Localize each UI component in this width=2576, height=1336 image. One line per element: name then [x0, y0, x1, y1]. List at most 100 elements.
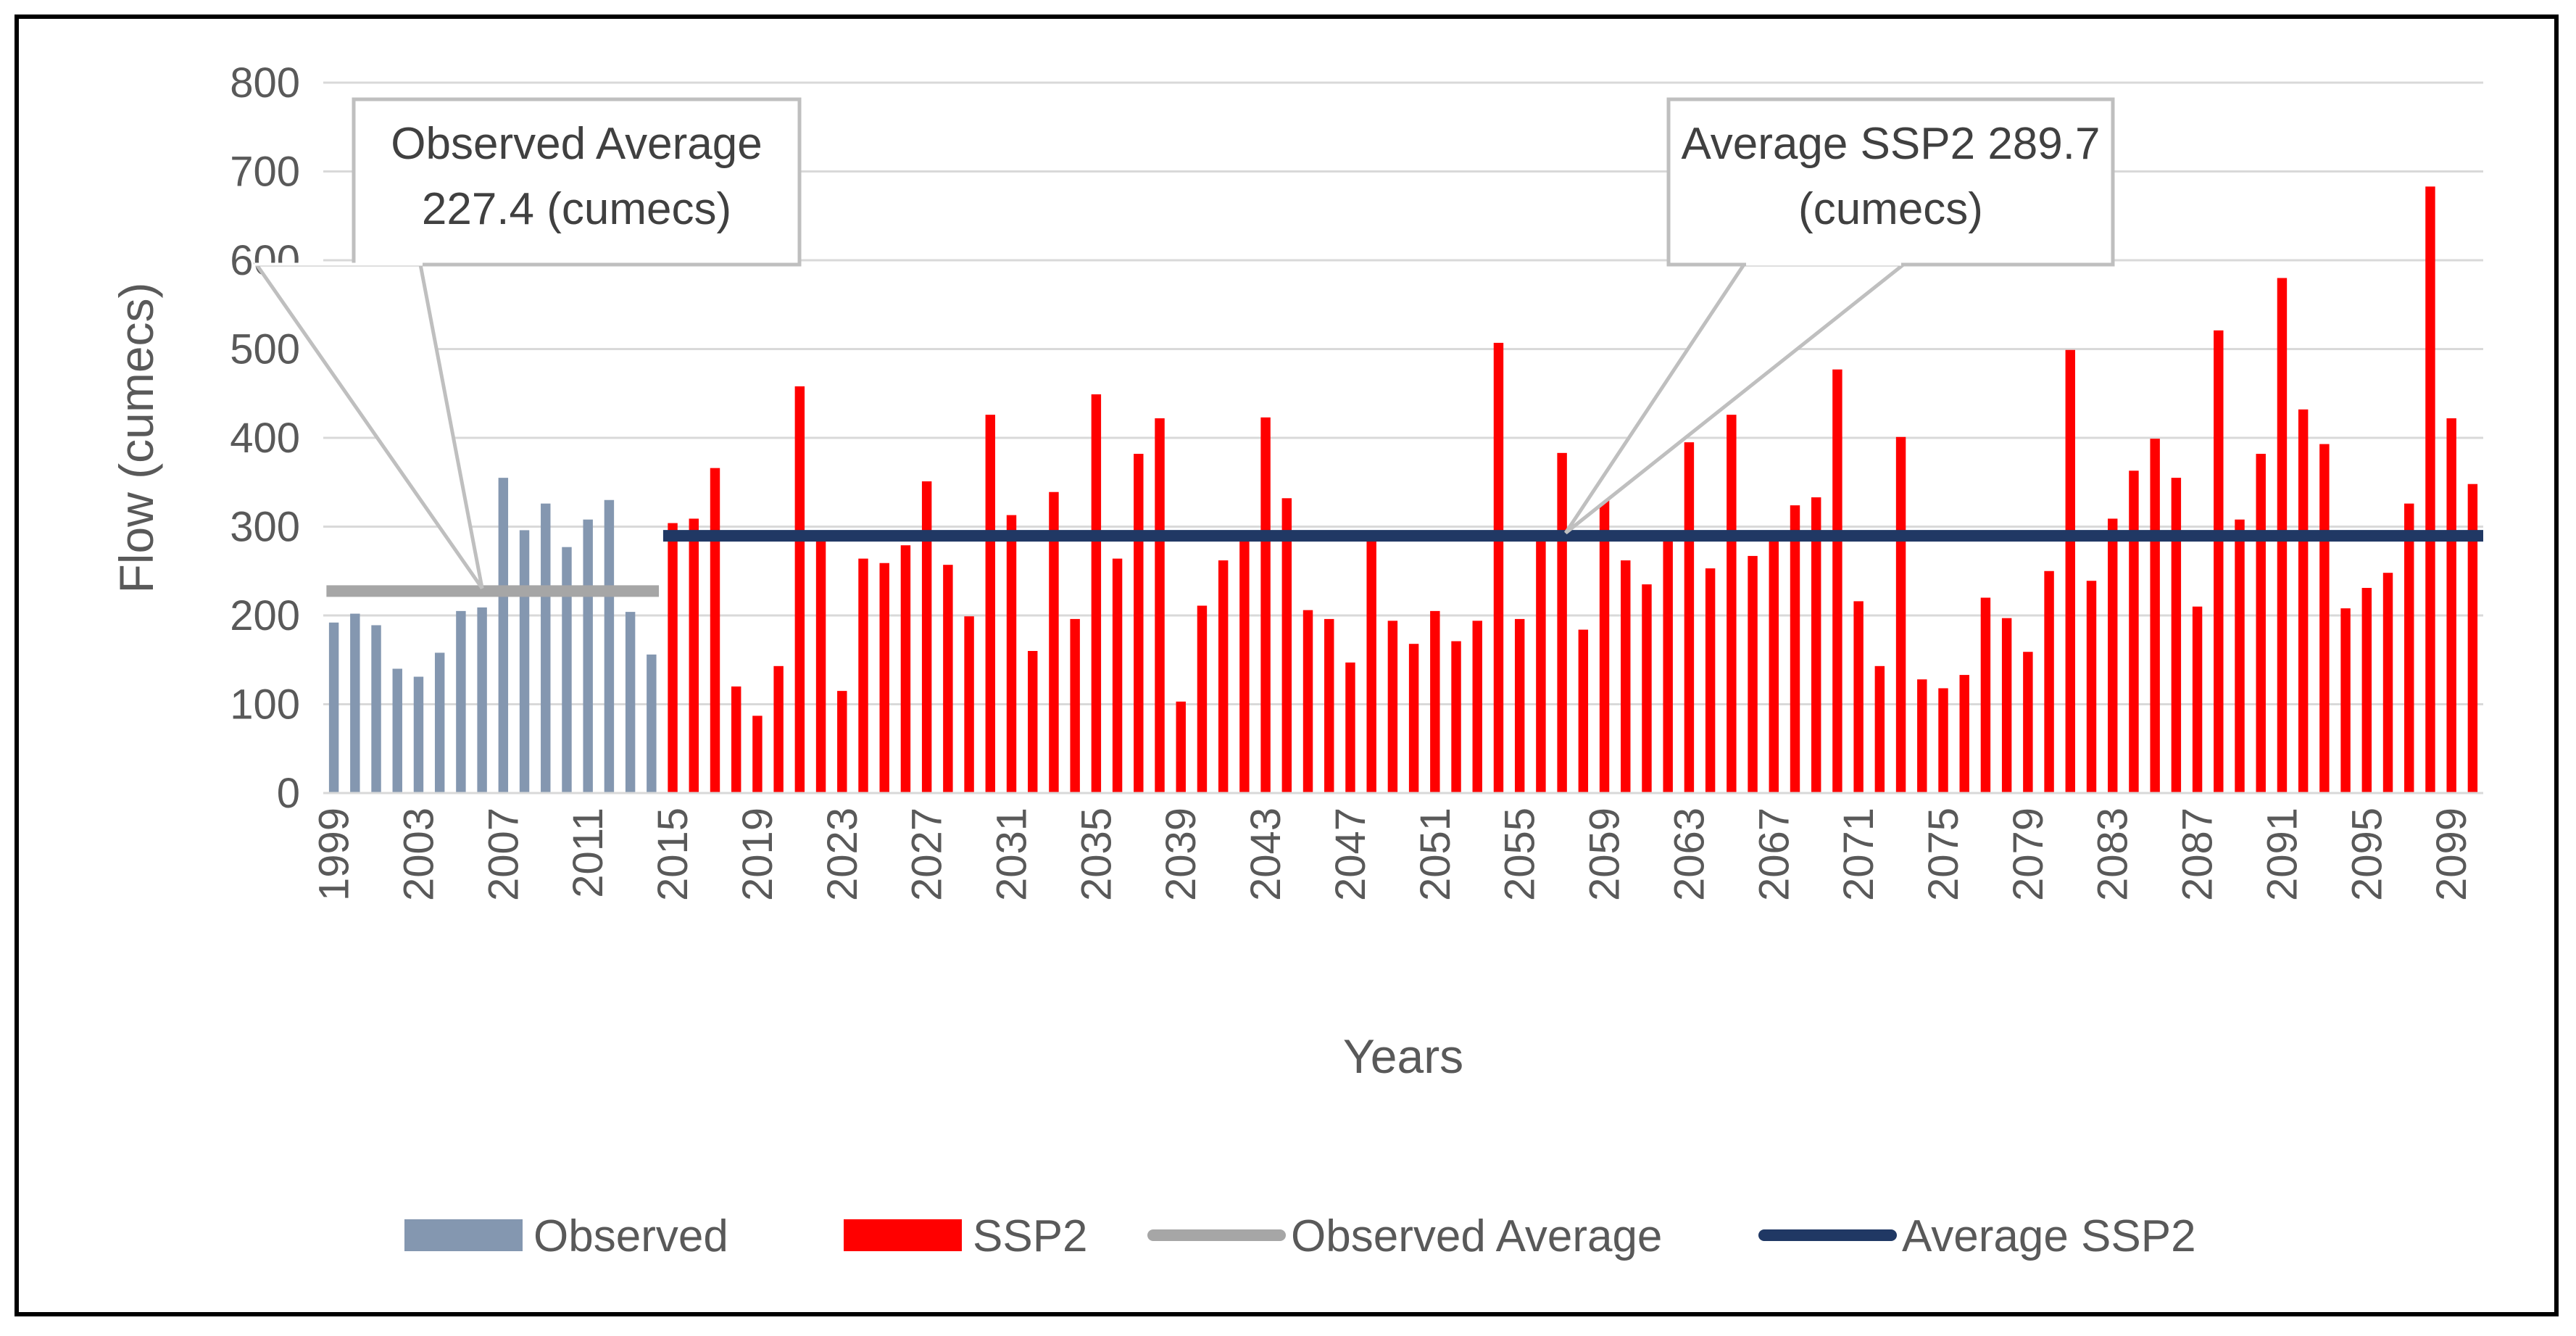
observed-bar-2002	[392, 668, 402, 793]
legend-item-average-ssp2: Average SSP2	[1758, 1211, 2196, 1261]
ssp2-bar-2023	[837, 691, 847, 793]
ssp2-bar-2092	[2298, 409, 2309, 793]
callout-text-line: Observed Average	[391, 119, 762, 169]
x-tick-label: 2043	[1242, 808, 1289, 901]
callout-text-line: (cumecs)	[1798, 184, 1983, 234]
y-tick-label: 800	[230, 59, 300, 107]
ssp2-bar-2071	[1853, 601, 1864, 793]
ssp2-bar-2040	[1197, 605, 1208, 793]
x-tick-label: 2011	[565, 808, 612, 898]
x-tick-label: 2083	[2090, 808, 2137, 901]
callout-text-line: 227.4 (cumecs)	[422, 184, 731, 234]
ssp2-bar-2042	[1239, 536, 1250, 793]
x-tick-label: 2055	[1497, 808, 1544, 901]
observed-bar-2011	[583, 519, 593, 793]
observed-bar-2006	[477, 607, 487, 793]
ssp2-bar-2085	[2150, 439, 2160, 793]
ssp2-bar-2032	[1028, 651, 1038, 793]
ssp2-bar-2097	[2404, 503, 2414, 793]
ssp2-bar-2099	[2446, 418, 2456, 793]
legend-label: Observed Average	[1291, 1211, 1662, 1261]
y-tick-label: 200	[230, 592, 300, 639]
x-tick-label: 2079	[2005, 808, 2052, 901]
x-tick-label: 2067	[1750, 808, 1798, 901]
observed-bar-2000	[350, 613, 360, 793]
ssp2-bar-2039	[1176, 701, 1186, 793]
ssp2-bar-2033	[1049, 491, 1059, 793]
ssp2-bar-2036	[1112, 558, 1123, 793]
ssp2-bar-2020	[773, 665, 784, 793]
ssp2-bar-2062	[1663, 537, 1673, 793]
legend-item-observed-average: Observed Average	[1147, 1211, 1662, 1261]
observed-bar-1999	[328, 622, 339, 793]
x-tick-label: 2007	[480, 808, 527, 901]
ssp2-bar-2044	[1281, 498, 1292, 793]
ssp2-bar-2050	[1408, 644, 1419, 793]
ssp2-bar-2024	[858, 558, 868, 793]
ssp2-bar-2028	[943, 565, 953, 793]
ssp2-bar-2058	[1578, 629, 1589, 793]
y-axis-title: Flow (cumecs)	[109, 282, 163, 593]
x-tick-label: 2087	[2174, 808, 2222, 901]
y-tick-label: 700	[230, 149, 300, 196]
legend-label: SSP2	[973, 1211, 1088, 1261]
x-tick-label: 2031	[989, 808, 1036, 901]
average-lines	[326, 530, 2483, 597]
ssp2-bar-2049	[1387, 621, 1398, 793]
observed-average-callout: Observed Average 227.4 (cumecs)	[253, 97, 802, 589]
x-axis-title: Years	[1343, 1029, 1463, 1083]
y-tick-label: 100	[230, 681, 300, 729]
ssp2-bar-2030	[985, 415, 996, 793]
average-ssp2-callout: Average SSP2 289.7 (cumecs)	[1564, 97, 2115, 535]
ssp2-bar-2068	[1790, 505, 1800, 793]
observed-bar-2014	[647, 654, 657, 793]
ssp2-bar-2078	[2001, 618, 2012, 793]
ssp2-bar-2037	[1134, 454, 1144, 793]
ssp2-bar-2059	[1599, 490, 1610, 793]
observed-bar-2003	[413, 676, 424, 793]
ssp2-bar-2075	[1938, 688, 1948, 793]
x-tick-label: 2019	[734, 808, 781, 901]
legend-label: Average SSP2	[1902, 1211, 2196, 1261]
y-tick-label: 400	[230, 415, 300, 462]
x-tick-label: 2023	[819, 808, 866, 901]
observed-bar-2004	[434, 652, 445, 793]
x-tick-label: 2059	[1582, 808, 1629, 901]
ssp2-bar-2017	[710, 468, 720, 793]
x-axis-ticks: 1999 2003 2007 2011 2015 2019 2023 2027 2031 2035…	[311, 808, 2476, 901]
ssp2-bar-2088	[2214, 330, 2224, 793]
ssp2-bar-2061	[1642, 584, 1652, 793]
ssp2-bar-2038	[1155, 418, 1165, 793]
ssp2-bar-2047	[1345, 662, 1355, 793]
ssp2-bar-2026	[900, 545, 911, 793]
ssp2-bar-2048	[1366, 537, 1376, 793]
ssp2-bar-2063	[1684, 442, 1695, 793]
x-tick-label: 2039	[1158, 808, 1205, 901]
ssp2-bar-2067	[1769, 537, 1779, 793]
ssp2-bar-2093	[2319, 444, 2330, 793]
y-tick-label: 0	[277, 770, 300, 817]
y-tick-label: 300	[230, 504, 300, 551]
ssp2-bar-2072	[1874, 665, 1885, 793]
ssp2-bar-2080	[2044, 571, 2054, 793]
callout-text-line: Average SSP2 289.7	[1682, 119, 2101, 169]
ssp2-bar-2077	[1980, 597, 1991, 793]
x-tick-label: 2075	[1920, 808, 1967, 901]
ssp2-bar-2025	[879, 563, 889, 793]
ssp2-bar-2018	[731, 686, 741, 793]
callout-box	[352, 97, 802, 267]
ssp2-bar-2084	[2129, 470, 2139, 793]
chart-frame: 0 100 200 300 400 500 600 700 800 1999 2003 2007 20…	[14, 14, 2559, 1316]
ssp2-bar-2070	[1832, 369, 1842, 793]
ssp2-bar-2052	[1451, 641, 1461, 793]
x-tick-label: 2063	[1666, 808, 1713, 901]
ssp2-bar-2056	[1536, 535, 1546, 793]
ssp2-bar-2098	[2425, 186, 2435, 793]
observed-bar-2001	[371, 625, 381, 793]
x-tick-label: 2099	[2428, 808, 2475, 901]
x-tick-label: 2047	[1327, 808, 1374, 901]
ssp2-bar-2046	[1324, 618, 1334, 793]
x-tick-label: 1999	[311, 808, 358, 901]
